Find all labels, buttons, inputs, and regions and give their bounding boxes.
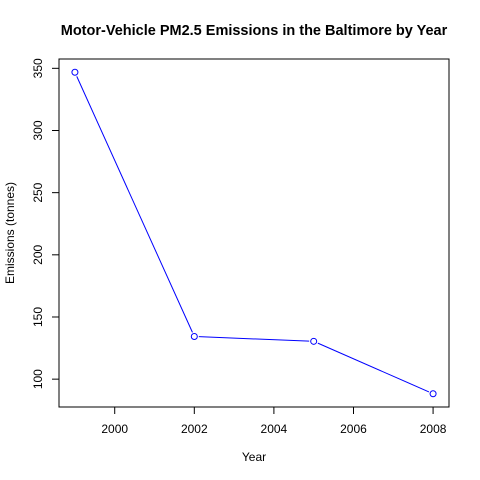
x-tick-label: 2008 [420, 422, 447, 436]
y-axis: 100 150 200 250 300 350 [31, 58, 60, 389]
y-tick-label: 150 [31, 307, 45, 327]
y-axis-label: Emissions (tonnes) [3, 182, 17, 284]
series-layer [71, 68, 437, 398]
y-tick-label: 350 [31, 58, 45, 78]
x-axis: 2000 2002 2004 2006 2008 [101, 406, 447, 436]
series-0-segment [317, 342, 430, 393]
series-0-point [190, 332, 198, 340]
y-tick-label: 300 [31, 120, 45, 140]
y-tick-label: 200 [31, 244, 45, 264]
y-tick-label: 250 [31, 182, 45, 202]
x-tick-label: 2000 [101, 422, 128, 436]
y-tick-label: 100 [31, 369, 45, 389]
series-0-point [429, 390, 437, 398]
series-0-segment [198, 336, 310, 342]
series-0-point [310, 337, 318, 345]
series-0-point [71, 68, 79, 76]
series-0-segment [76, 76, 193, 333]
chart-title: Motor-Vehicle PM2.5 Emissions in the Bal… [61, 23, 448, 39]
x-tick-label: 2004 [261, 422, 288, 436]
plot-frame [58, 58, 450, 408]
x-tick-label: 2002 [181, 422, 208, 436]
x-axis-label: Year [242, 450, 266, 464]
x-tick-label: 2006 [340, 422, 367, 436]
